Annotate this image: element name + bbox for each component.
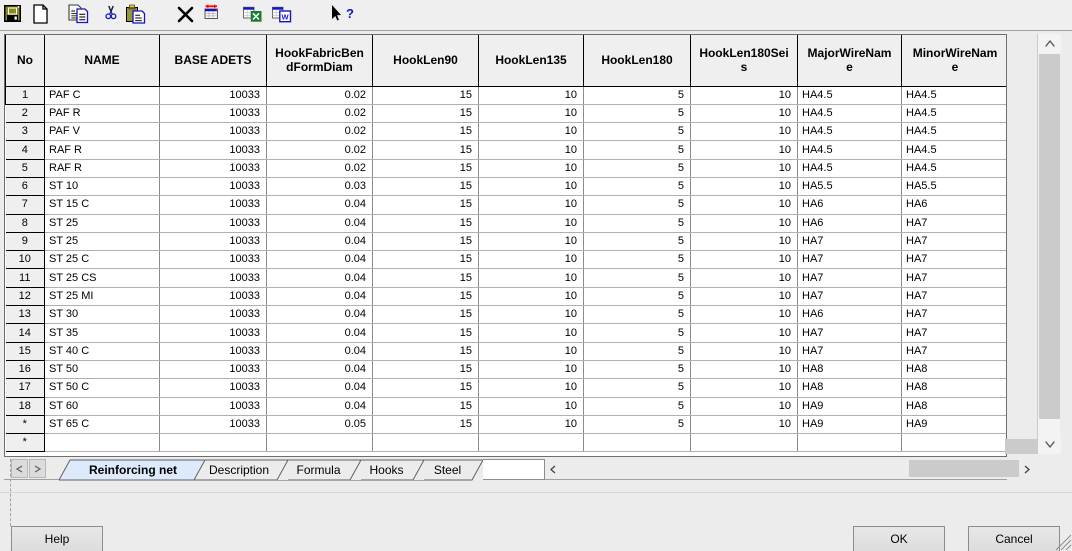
svg-text:?: ? — [346, 6, 354, 21]
svg-text:W: W — [282, 12, 290, 21]
